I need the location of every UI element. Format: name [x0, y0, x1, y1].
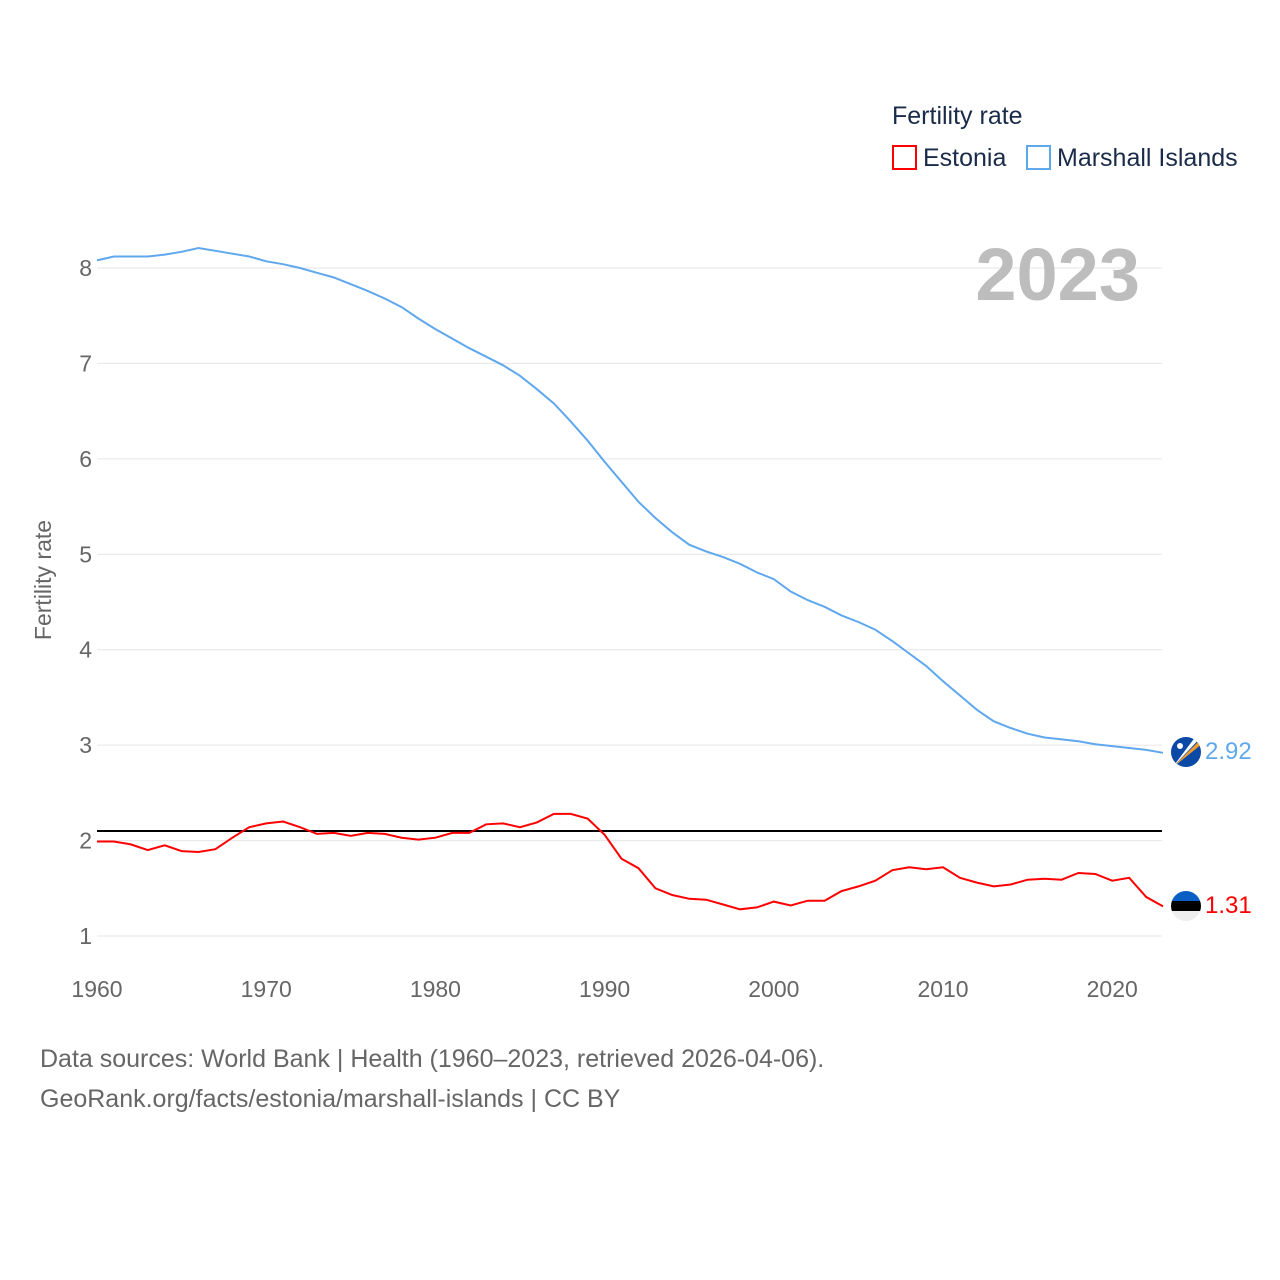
y-tick-label: 6	[79, 446, 92, 472]
legend-title: Fertility rate	[892, 102, 1023, 130]
legend-swatch-marshall-islands[interactable]	[1026, 145, 1051, 170]
x-tick-label: 1990	[579, 976, 630, 1002]
y-tick-label: 5	[79, 541, 92, 567]
y-tick-label: 3	[79, 732, 92, 758]
y-tick-label: 2	[79, 828, 92, 854]
estonia-flag-icon	[1171, 891, 1201, 921]
estonia-end-value: 1.31	[1205, 892, 1252, 919]
year-watermark: 2023	[975, 233, 1140, 316]
x-tick-label: 1970	[241, 976, 292, 1002]
x-tick-label: 1980	[410, 976, 461, 1002]
y-tick-label: 4	[79, 637, 92, 663]
y-tick-label: 1	[79, 923, 92, 949]
x-tick-label: 2010	[917, 976, 968, 1002]
y-axis-label: Fertility rate	[30, 520, 56, 640]
marshall-islands-flag-icon	[1171, 737, 1201, 767]
attribution-link[interactable]: GeoRank.org/facts/estonia/marshall-islan…	[40, 1085, 621, 1113]
y-tick-label: 7	[79, 350, 92, 376]
data-source-text: Data sources: World Bank | Health (1960–…	[40, 1045, 825, 1073]
legend-swatch-estonia[interactable]	[892, 145, 917, 170]
series-line-marshall-islands[interactable]	[96, 246, 1164, 754]
marshall-islands-end-value: 2.92	[1205, 738, 1252, 765]
x-tick-label: 2020	[1087, 976, 1138, 1002]
x-tick-label: 2000	[748, 976, 799, 1002]
legend-label-marshall-islands[interactable]: Marshall Islands	[1057, 144, 1238, 172]
y-tick-label: 8	[79, 255, 92, 281]
legend-label-estonia[interactable]: Estonia	[923, 144, 1006, 172]
series-line-estonia[interactable]	[97, 812, 1164, 911]
x-tick-label: 1960	[71, 976, 122, 1002]
